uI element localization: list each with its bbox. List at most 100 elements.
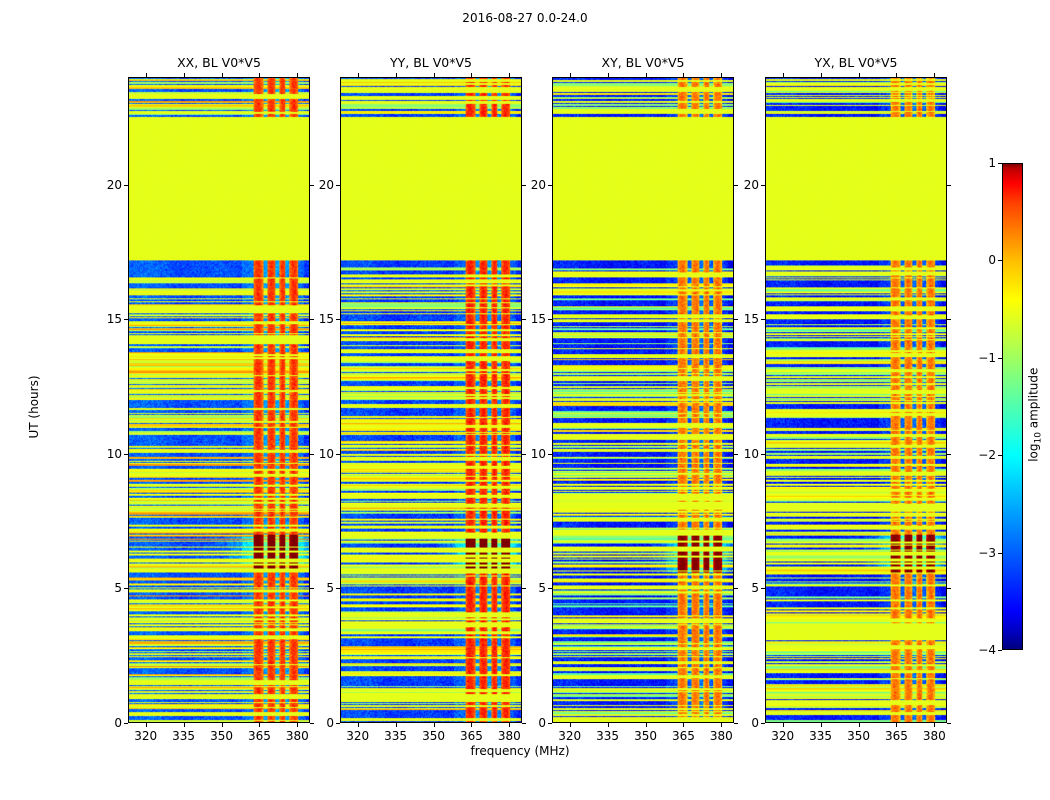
- y-tick-mark: [522, 453, 526, 455]
- y-tick-mark: [548, 588, 552, 590]
- y-tick-mark: [947, 588, 951, 590]
- y-tick-mark: [522, 184, 526, 186]
- waterfall-panel-yx[interactable]: [765, 77, 947, 723]
- colorbar-gradient: [1003, 164, 1022, 649]
- y-tick-mark: [761, 453, 765, 455]
- x-tick-mark: [645, 73, 647, 77]
- y-tick-mark: [522, 588, 526, 590]
- colorbar[interactable]: [1002, 163, 1023, 650]
- x-tick-label: 350: [634, 729, 657, 743]
- y-tick-mark: [522, 723, 526, 724]
- y-tick-label: 5: [751, 581, 759, 596]
- y-tick-mark: [734, 723, 738, 724]
- y-tick-mark: [947, 723, 951, 724]
- y-tick-mark: [947, 184, 951, 186]
- colorbar-tick-label: −1: [978, 350, 996, 365]
- x-tick-mark: [357, 73, 359, 77]
- y-tick-label: 5: [326, 581, 334, 596]
- x-tick-mark: [433, 723, 435, 727]
- y-tick-mark: [548, 184, 552, 186]
- x-tick-mark: [145, 723, 147, 727]
- x-tick-mark: [509, 723, 511, 727]
- waterfall-image-yy: [341, 78, 521, 722]
- y-tick-mark: [310, 453, 314, 455]
- x-tick-mark: [433, 73, 435, 77]
- x-tick-label: 335: [172, 729, 196, 743]
- colorbar-tick-mark: [998, 455, 1002, 457]
- x-tick-mark: [471, 723, 473, 727]
- waterfall-panel-yy[interactable]: [340, 77, 522, 723]
- y-tick-mark: [761, 319, 765, 321]
- waterfall-image-xy: [553, 78, 733, 722]
- waterfall-panel-xy[interactable]: [552, 77, 734, 723]
- x-tick-mark: [509, 73, 511, 77]
- x-tick-label: 350: [422, 729, 445, 743]
- x-axis-label: frequency (MHz): [470, 744, 570, 758]
- y-tick-mark: [336, 184, 340, 186]
- x-tick-mark: [820, 723, 822, 727]
- y-tick-mark: [124, 184, 128, 186]
- x-tick-mark: [569, 723, 571, 727]
- y-tick-label: 10: [318, 446, 334, 461]
- y-tick-mark: [124, 453, 128, 455]
- x-tick-mark: [683, 723, 685, 727]
- y-tick-mark: [124, 723, 128, 724]
- x-tick-label: 320: [346, 729, 370, 743]
- y-tick-mark: [734, 184, 738, 186]
- x-tick-label: 350: [847, 729, 870, 743]
- x-tick-label: 380: [497, 729, 521, 743]
- colorbar-tick-label: −3: [978, 545, 996, 560]
- x-tick-label: 380: [285, 729, 309, 743]
- x-tick-mark: [896, 73, 898, 77]
- y-tick-label: 15: [106, 312, 122, 327]
- panel-title-xx: XX, BL V0*V5: [177, 55, 261, 70]
- y-tick-label: 10: [530, 446, 546, 461]
- y-tick-label: 15: [318, 312, 334, 327]
- x-tick-label: 320: [134, 729, 158, 743]
- y-tick-label: 15: [743, 312, 759, 327]
- colorbar-tick-label: −2: [978, 448, 996, 463]
- x-tick-mark: [297, 723, 299, 727]
- x-tick-label: 380: [709, 729, 733, 743]
- colorbar-tick-label: 1: [988, 156, 996, 170]
- x-tick-mark: [645, 723, 647, 727]
- y-tick-label: 10: [743, 446, 759, 461]
- colorbar-tick-label: −4: [978, 643, 996, 657]
- y-tick-label: 5: [538, 581, 546, 596]
- y-tick-label: 20: [318, 177, 334, 192]
- waterfall-image-xx: [129, 78, 309, 722]
- colorbar-tick-mark: [998, 552, 1002, 554]
- x-tick-label: 335: [596, 729, 620, 743]
- x-tick-mark: [896, 723, 898, 727]
- x-tick-mark: [858, 723, 860, 727]
- y-axis-label: UT (hours): [27, 375, 41, 439]
- x-tick-mark: [221, 73, 223, 77]
- y-tick-label: 5: [114, 581, 122, 596]
- y-tick-label: 0: [326, 716, 334, 730]
- x-tick-mark: [934, 73, 936, 77]
- x-tick-label: 320: [771, 729, 795, 743]
- y-tick-mark: [124, 588, 128, 590]
- waterfall-panel-xx[interactable]: [128, 77, 310, 723]
- y-tick-label: 0: [751, 716, 759, 730]
- y-tick-mark: [310, 184, 314, 186]
- y-tick-mark: [548, 453, 552, 455]
- colorbar-tick-mark: [998, 163, 1002, 164]
- colorbar-tick-label: 0: [988, 253, 996, 268]
- y-tick-label: 0: [114, 716, 122, 730]
- y-tick-mark: [310, 723, 314, 724]
- x-tick-mark: [721, 723, 723, 727]
- x-tick-mark: [607, 723, 609, 727]
- y-tick-mark: [124, 319, 128, 321]
- y-tick-label: 20: [743, 177, 759, 192]
- y-tick-label: 20: [530, 177, 546, 192]
- x-tick-mark: [934, 723, 936, 727]
- y-tick-mark: [336, 319, 340, 321]
- x-tick-mark: [858, 73, 860, 77]
- y-tick-mark: [548, 319, 552, 321]
- x-tick-label: 320: [558, 729, 582, 743]
- x-tick-label: 380: [922, 729, 946, 743]
- y-tick-mark: [336, 723, 340, 724]
- x-tick-mark: [471, 73, 473, 77]
- y-tick-mark: [336, 588, 340, 590]
